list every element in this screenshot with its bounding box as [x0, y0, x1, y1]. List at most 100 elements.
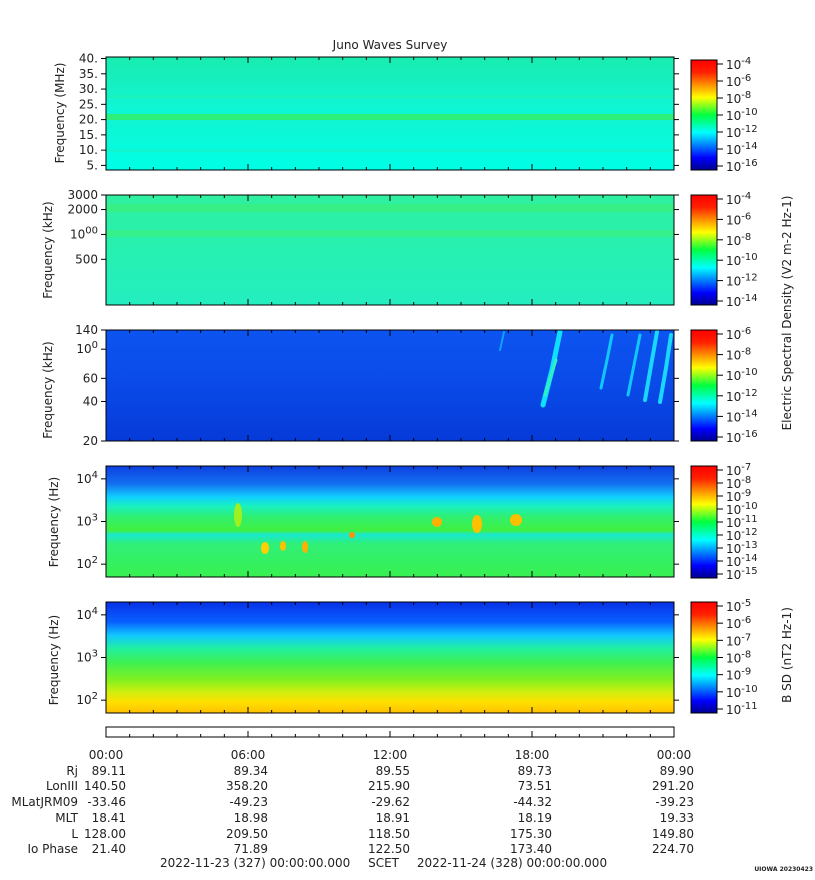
- colorbar-tick-label-3: 10-6: [726, 326, 751, 342]
- colorbar-tick-label-4: 10-8: [726, 475, 751, 491]
- colorbar-tick-label-3: 10-14: [726, 408, 758, 424]
- ephemeris-value: 71.89: [233, 842, 268, 857]
- time-start: 2022-11-23 (327) 00:00:00.000: [160, 856, 351, 870]
- ephemeris-value: -33.46: [87, 795, 126, 810]
- hot-spots: [234, 503, 522, 554]
- colorbar-tick-label-4: 10-12: [726, 527, 758, 543]
- ephemeris-row-label: L: [71, 826, 78, 841]
- colorbar-tick-label-5: 10-5: [726, 598, 751, 614]
- spectrogram-4: [106, 466, 674, 577]
- time-tick-label: 00:00: [656, 748, 692, 762]
- colorbar-2: [690, 194, 718, 306]
- ephemeris-value: 215.90: [368, 779, 410, 794]
- colorbar-tick-label-5: 10-6: [726, 615, 751, 631]
- panel-2-ylabel: Frequency (kHz): [41, 201, 55, 298]
- spectrogram-5: [106, 602, 674, 713]
- ephemeris-value: -44.32: [513, 795, 552, 810]
- panel-1-ylabel: Frequency (MHz): [53, 63, 67, 164]
- y-tick-label-1: 25.: [79, 97, 98, 111]
- colorbar-e-label: Electric Spectral Density (V2 m-2 Hz-1): [780, 196, 794, 431]
- colorbar-tick-label-1: 10-14: [726, 141, 758, 157]
- band-25mhz: [106, 95, 674, 98]
- colorbar-tick-label-1: 10-8: [726, 90, 751, 106]
- panel-5-ylabel: Frequency (Hz): [47, 615, 61, 706]
- colorbar-tick-label-3: 10-10: [726, 367, 758, 383]
- ephemeris-value: 73.51: [517, 779, 552, 794]
- emission-streaks: [499, 329, 673, 408]
- colorbar-tick-label-2: 10-8: [726, 232, 751, 248]
- colorbar-5: [690, 601, 718, 714]
- ephemeris-value: 89.11: [91, 763, 126, 778]
- time-range-footer: 2022-11-23 (327) 00:00:00.000 SCET 2022-…: [160, 856, 607, 870]
- y-tick-label-4: 102: [76, 555, 98, 571]
- y-tick-label-5: 104: [76, 606, 98, 622]
- ephemeris-row-label: MLatJRM09: [11, 795, 78, 810]
- colorbar-tick-label-3: 10-16: [726, 429, 758, 445]
- ephemeris-value: 18.41: [91, 810, 126, 825]
- colorbar-tick-label-4: 10-9: [726, 488, 751, 504]
- time-tick-label: 00:00: [88, 748, 124, 762]
- ephemeris-row-label: Io Phase: [27, 842, 78, 857]
- y-tick-label-2: 1000: [70, 225, 98, 241]
- y-tick-label-1: 10.: [79, 143, 98, 157]
- time-tick-label: 06:00: [230, 748, 266, 762]
- ephemeris-value: 140.50: [84, 779, 126, 794]
- colorbar-tick-label-5: 10-9: [726, 667, 751, 683]
- time-tick-label: 12:00: [372, 748, 408, 762]
- ephemeris-value: 21.40: [91, 842, 126, 857]
- y-tick-label-2: 2000: [67, 203, 98, 217]
- colorbar-1: [690, 59, 718, 171]
- y-tick-label-1: 35.: [79, 67, 98, 81]
- y-tick-label-1: 15.: [79, 128, 98, 142]
- colorbar-tick-label-4: 10-7: [726, 462, 751, 478]
- colorbar-tick-label-2: 10-10: [726, 252, 758, 268]
- panel-lfr-lo-e: Frequency (Hz): [47, 465, 675, 578]
- y-tick-label-3: 60: [83, 371, 98, 385]
- colorbar-tick-label-5: 10-10: [726, 684, 758, 700]
- ephemeris-value: 18.91: [375, 810, 410, 825]
- y-tick-label-3: 40: [83, 394, 98, 408]
- colorbar-tick-label-5: 10-8: [726, 650, 751, 666]
- colorbar-tick-label-4: 10-15: [726, 566, 758, 582]
- ephemeris-value: 18.98: [233, 810, 268, 825]
- ephemeris-value: 291.20: [652, 779, 694, 794]
- y-tick-label-4: 103: [76, 513, 98, 529]
- y-tick-label-4: 104: [76, 470, 98, 486]
- colorbar-tick-label-1: 10-4: [726, 56, 751, 72]
- time-frame: SCET: [368, 856, 399, 870]
- y-tick-label-3: 20: [83, 434, 98, 448]
- ephemeris-value: 149.80: [652, 826, 694, 841]
- colorbar-tick-label-1: 10-6: [726, 73, 751, 89]
- time-tick-label: 18:00: [514, 748, 550, 762]
- colorbar-tick-label-4: 10-14: [726, 553, 758, 569]
- colorbar-tick-label-1: 10-12: [726, 124, 758, 140]
- colorbar-tick-label-3: 10-8: [726, 347, 751, 363]
- ephemeris-row-label: Rj: [66, 763, 78, 778]
- ephemeris-value: 89.55: [375, 763, 410, 778]
- colorbar-tick-label-1: 10-10: [726, 107, 758, 123]
- y-tick-label-3: 100: [76, 340, 98, 356]
- ephemeris-value: 118.50: [368, 826, 410, 841]
- ephemeris-row-label: MLT: [55, 810, 78, 825]
- y-tick-label-5: 103: [76, 649, 98, 665]
- panel-lfr-high: Frequency (kHz): [41, 194, 675, 306]
- ephemeris-value: 358.20: [226, 779, 268, 794]
- ephemeris-row-label: LonIII: [45, 779, 78, 794]
- colorbar-tick-label-1: 10-16: [726, 158, 758, 174]
- colorbar-4: [690, 465, 718, 579]
- y-tick-label-3: 140: [75, 323, 98, 337]
- y-tick-label-1: 20.: [79, 113, 98, 127]
- ephemeris-value: 122.50: [368, 842, 410, 857]
- ephemeris-value: 209.50: [226, 826, 268, 841]
- panel-lfr-low: Frequency (kHz): [41, 329, 675, 442]
- y-tick-label-1: 5.: [87, 158, 98, 172]
- band-20mhz: [106, 114, 674, 120]
- colorbar-tick-label-4: 10-13: [726, 540, 758, 556]
- ephemeris-value: 89.34: [233, 763, 268, 778]
- colorbar-tick-label-5: 10-7: [726, 632, 751, 648]
- colorbar-tick-label-2: 10-12: [726, 273, 758, 289]
- colorbar-tick-label-2: 10-14: [726, 293, 758, 309]
- spectrogram-1: [106, 57, 674, 170]
- colorbar-3: [690, 329, 718, 442]
